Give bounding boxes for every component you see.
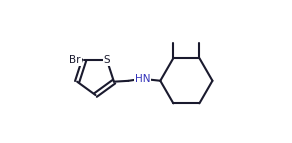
Text: S: S — [104, 55, 110, 65]
Text: HN: HN — [135, 74, 150, 84]
Text: Br: Br — [69, 55, 81, 65]
